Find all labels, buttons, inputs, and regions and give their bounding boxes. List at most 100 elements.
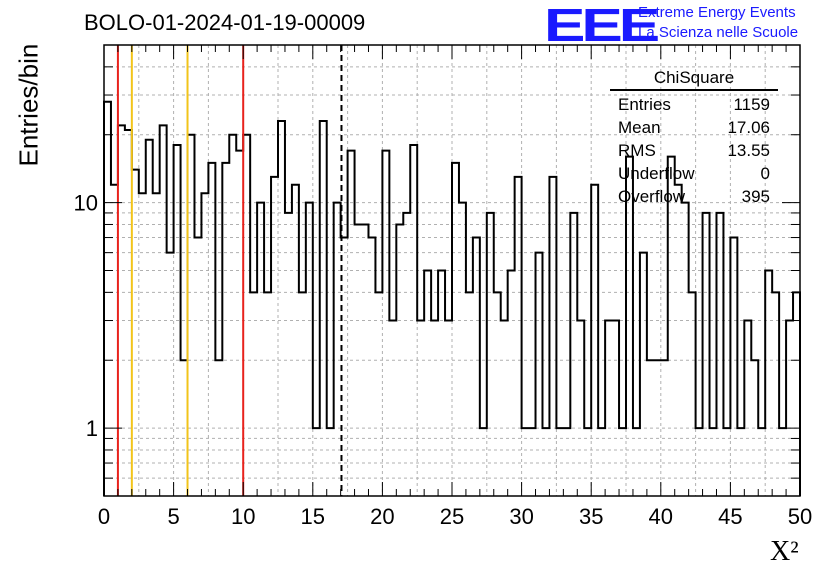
histogram-bin [104,102,111,496]
histogram-bin [675,185,682,496]
histogram-bin [737,428,744,496]
x-tick-label: 25 [440,504,464,529]
histogram-bin [257,203,264,496]
histogram-bin [765,271,772,497]
histogram-bin [417,321,424,496]
logo-tagline-2: La Scienza nelle Scuole [638,24,799,41]
histogram-bin [410,145,417,496]
histogram-bin [487,213,494,496]
histogram-bin [313,428,320,496]
logo-tagline-1: Extreme Energy Events [638,4,796,21]
y-axis-label: Entries/bin [13,43,44,167]
histogram-bin [758,428,765,496]
histogram-bin [111,185,118,496]
histogram-bin [619,428,626,496]
stats-value: 0 [760,164,770,183]
stats-label: Mean [618,118,661,137]
stats-label: Underflow [618,164,695,183]
histogram-bin [501,321,508,496]
histogram-bin [188,135,195,496]
histogram-bin [466,292,473,496]
histogram-bin [327,428,334,496]
histogram-bin [772,292,779,496]
histogram-bin [396,224,403,496]
histogram-bin [703,213,710,496]
histogram-bin [382,151,389,496]
histogram-bin [368,238,375,496]
histogram-bin [549,177,556,496]
histogram-bin [306,203,313,496]
histogram-bin [118,125,125,496]
x-axis-label: X² [770,536,799,567]
x-tick-label: 15 [301,504,325,529]
x-tick-label: 35 [579,504,603,529]
histogram-bin [243,135,250,496]
histogram-bin [661,360,668,496]
histogram-bin [459,203,466,496]
histogram-bin [633,428,640,496]
histogram-bin [334,203,341,496]
histogram-bin [654,360,661,496]
histogram-bin [584,428,591,496]
histogram-bin [160,125,167,496]
histogram-bin [744,321,751,496]
histogram-bin [194,238,201,496]
histogram-bin [689,292,696,496]
histogram-bin [556,428,563,496]
histogram-bin [167,253,174,496]
histogram-bin [605,321,612,496]
histogram-bin [153,193,160,496]
x-tick-label: 50 [788,504,812,529]
y-tick-label: 1 [86,416,98,441]
histogram-series [103,100,801,496]
x-tick-label: 30 [509,504,533,529]
histogram-bin [362,224,369,496]
stats-row: Mean 17.06 [610,116,778,139]
histogram-bin [640,253,647,496]
histogram-bin [348,151,355,496]
histogram-bin [229,135,236,496]
histogram-bin [181,360,188,496]
stats-value: 17.06 [727,118,770,137]
stats-row: Entries 1159 [610,93,778,116]
histogram-bin [139,193,146,496]
histogram-bin [793,292,800,496]
histogram-bin [278,121,285,496]
x-tick-label: 45 [718,504,742,529]
chart-title: BOLO-01-2024-01-19-00009 [84,10,366,35]
histogram-bin [577,321,584,496]
x-tick-label: 40 [649,504,673,529]
histogram-bin [403,213,410,496]
histogram-bin [473,238,480,496]
histogram-bin [710,428,717,496]
histogram-bin [730,238,737,496]
histogram-bin [236,151,243,496]
histogram-bin [431,321,438,496]
histogram-bin [355,224,362,496]
histogram-bin [452,163,459,496]
stats-row: Overflow 395 [610,185,778,208]
histogram-bin [786,321,793,496]
histogram-bin [536,253,543,496]
y-tick-label: 10 [74,191,98,216]
stats-value: 1159 [733,95,770,114]
histogram-bin [208,163,215,496]
histogram-bin [222,163,229,496]
stats-value: 395 [741,187,770,206]
histogram-bin [529,428,536,496]
histogram-bin [125,130,132,496]
x-tick-label: 20 [370,504,394,529]
histogram-bin [299,292,306,496]
histogram-bin [723,428,730,496]
histogram-bin [647,360,654,496]
histogram-bin [445,321,452,496]
histogram-bin [696,428,703,496]
histogram-bin [612,321,619,496]
histogram-bin [716,213,723,496]
stats-title: ChiSquare [610,68,778,91]
x-tick-label: 0 [98,504,110,529]
histogram-bin [320,121,327,496]
x-tick-label: 5 [167,504,179,529]
histogram-bin [563,428,570,496]
